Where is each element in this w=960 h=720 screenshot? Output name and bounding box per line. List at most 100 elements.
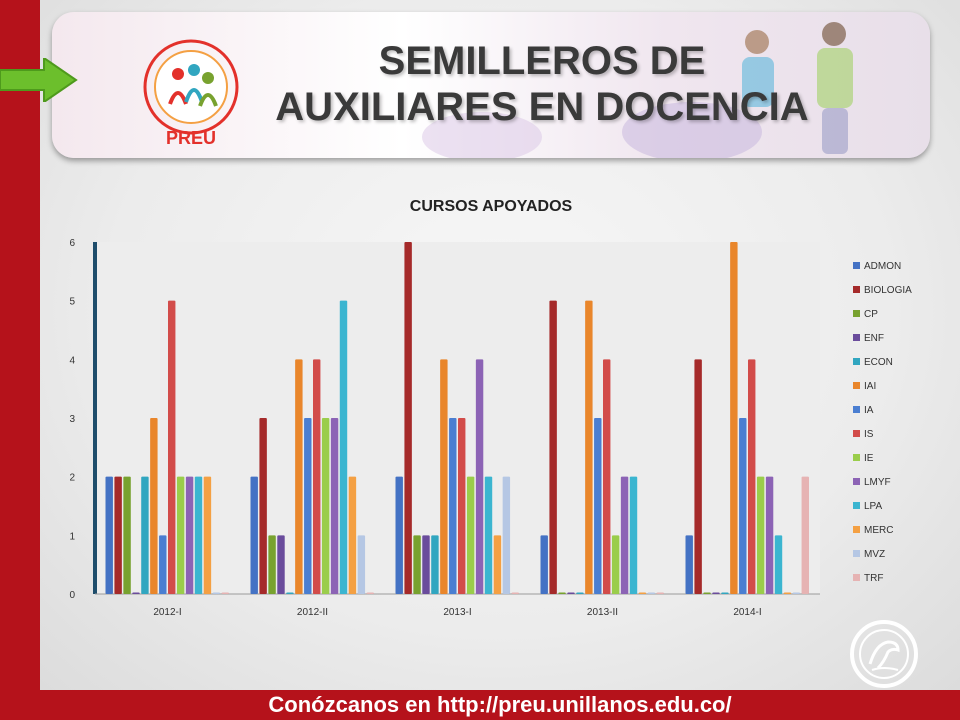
bar-enf-2012-ii: [277, 535, 285, 594]
legend-label: ECON: [864, 357, 893, 368]
bar-biologia-2014-i: [694, 359, 702, 594]
bar-mvz-2013-ii: [647, 592, 656, 594]
bar-iai-2013-ii: [585, 300, 593, 594]
title-line-2: AUXILIARES EN DOCENCIA: [275, 85, 809, 129]
bar-ia-2014-i: [739, 418, 747, 594]
bar-enf-2013-i: [422, 535, 430, 594]
bar-cp-2012-i: [123, 476, 131, 594]
bar-mvz-2013-i: [502, 476, 511, 594]
chart-legend: ADMON BIOLOGIA CP ENF ECON IAI IA IS IE LMYF LPA ME…: [853, 261, 912, 584]
bar-admon-2013-ii: [540, 535, 548, 594]
bar-ie-2013-ii: [611, 535, 620, 594]
bar-econ-2013-ii: [576, 592, 584, 594]
bar-ia-2013-ii: [594, 418, 602, 594]
bar-admon-2013-i: [395, 476, 403, 594]
bar-trf-2013-i: [511, 592, 519, 594]
bar-trf-2012-i: [221, 592, 229, 594]
legend-label: IAI: [864, 381, 876, 392]
legend-label: LMYF: [864, 477, 891, 488]
bar-merc-2012-i: [203, 476, 212, 594]
bar-lpa-2012-ii: [339, 300, 348, 594]
legend-swatch: [853, 574, 860, 581]
bar-merc-2014-i: [783, 592, 792, 594]
y-tick-label: 2: [69, 473, 75, 484]
bar-lmyf-2013-i: [475, 359, 484, 594]
bar-lpa-2013-i: [484, 476, 493, 594]
x-tick-label: 2014-I: [733, 607, 761, 618]
legend-swatch: [853, 550, 860, 557]
bar-lpa-2014-i: [774, 535, 783, 594]
legend-label: IE: [864, 453, 874, 464]
legend-label: MVZ: [864, 549, 885, 560]
bar-is-2013-i: [458, 418, 466, 594]
bar-econ-2012-ii: [286, 592, 294, 594]
legend-label: IA: [864, 405, 874, 416]
left-red-bar: [0, 0, 40, 720]
bar-lmyf-2012-i: [185, 476, 194, 594]
legend-swatch: [853, 358, 860, 365]
legend-label: ADMON: [864, 261, 901, 272]
legend-swatch: [853, 334, 860, 341]
legend-label: ENF: [864, 333, 884, 344]
page-title: SEMILLEROS DE AUXILIARES EN DOCENCIA: [242, 38, 842, 130]
bar-mvz-2012-ii: [357, 535, 366, 594]
footer-link-text[interactable]: Conózcanos en http://preu.unillanos.edu.…: [40, 690, 960, 720]
bar-enf-2013-ii: [567, 592, 575, 594]
bar-lpa-2013-ii: [629, 476, 638, 594]
bar-cp-2014-i: [703, 592, 711, 594]
bar-econ-2012-i: [141, 476, 149, 594]
bar-iai-2013-i: [440, 359, 448, 594]
bar-is-2013-ii: [603, 359, 611, 594]
bar-admon-2012-i: [105, 476, 113, 594]
bar-cp-2012-ii: [268, 535, 276, 594]
bar-biologia-2013-ii: [549, 300, 557, 594]
bar-ia-2013-i: [449, 418, 457, 594]
bar-cp-2013-i: [413, 535, 421, 594]
x-tick-label: 2013-II: [587, 607, 618, 618]
title-line-1: SEMILLEROS DE: [378, 39, 706, 83]
x-tick-label: 2012-I: [153, 607, 181, 618]
bar-enf-2012-i: [132, 592, 140, 594]
legend-swatch: [853, 454, 860, 461]
x-axis-labels: 2012-I 2012-II 2013-I 2013-II 2014-I: [153, 607, 761, 618]
bar-trf-2013-ii: [656, 592, 664, 594]
legend-swatch: [853, 262, 860, 269]
x-tick-label: 2013-I: [443, 607, 471, 618]
bar-mvz-2014-i: [792, 592, 801, 594]
bar-ia-2012-i: [159, 535, 167, 594]
bar-mvz-2012-i: [212, 592, 221, 594]
preu-logo-text: PREU: [166, 128, 216, 148]
legend-label: LPA: [864, 501, 882, 512]
preu-logo-icon: PREU: [143, 39, 239, 148]
bar-merc-2013-ii: [638, 592, 647, 594]
bar-admon-2014-i: [685, 535, 693, 594]
legend-swatch: [853, 430, 860, 437]
legend-swatch: [853, 382, 860, 389]
legend-swatch: [853, 526, 860, 533]
bar-ie-2014-i: [756, 476, 765, 594]
bar-merc-2012-ii: [348, 476, 357, 594]
bar-iai-2014-i: [730, 242, 738, 594]
bar-econ-2014-i: [721, 592, 729, 594]
chart-bars: [105, 242, 809, 594]
legend-swatch: [853, 406, 860, 413]
bar-admon-2012-ii: [250, 476, 258, 594]
bar-cp-2013-ii: [558, 592, 566, 594]
y-tick-label: 4: [69, 355, 75, 366]
legend-swatch: [853, 478, 860, 485]
legend-swatch: [853, 286, 860, 293]
bar-trf-2014-i: [801, 476, 809, 594]
bar-econ-2013-i: [431, 535, 439, 594]
bar-lmyf-2014-i: [765, 476, 774, 594]
bar-trf-2012-ii: [366, 592, 374, 594]
bar-lpa-2012-i: [194, 476, 203, 594]
bar-ie-2012-i: [176, 476, 185, 594]
bar-iai-2012-i: [150, 418, 158, 594]
legend-swatch: [853, 310, 860, 317]
header-banner: PREU SEMILLEROS DE AUXILIARES EN DOCENCI…: [52, 12, 930, 158]
y-tick-label: 1: [69, 531, 75, 542]
y-tick-label: 5: [69, 297, 75, 308]
bar-lmyf-2012-ii: [330, 418, 339, 594]
bar-iai-2012-ii: [295, 359, 303, 594]
arrow-right-icon[interactable]: [0, 58, 80, 102]
